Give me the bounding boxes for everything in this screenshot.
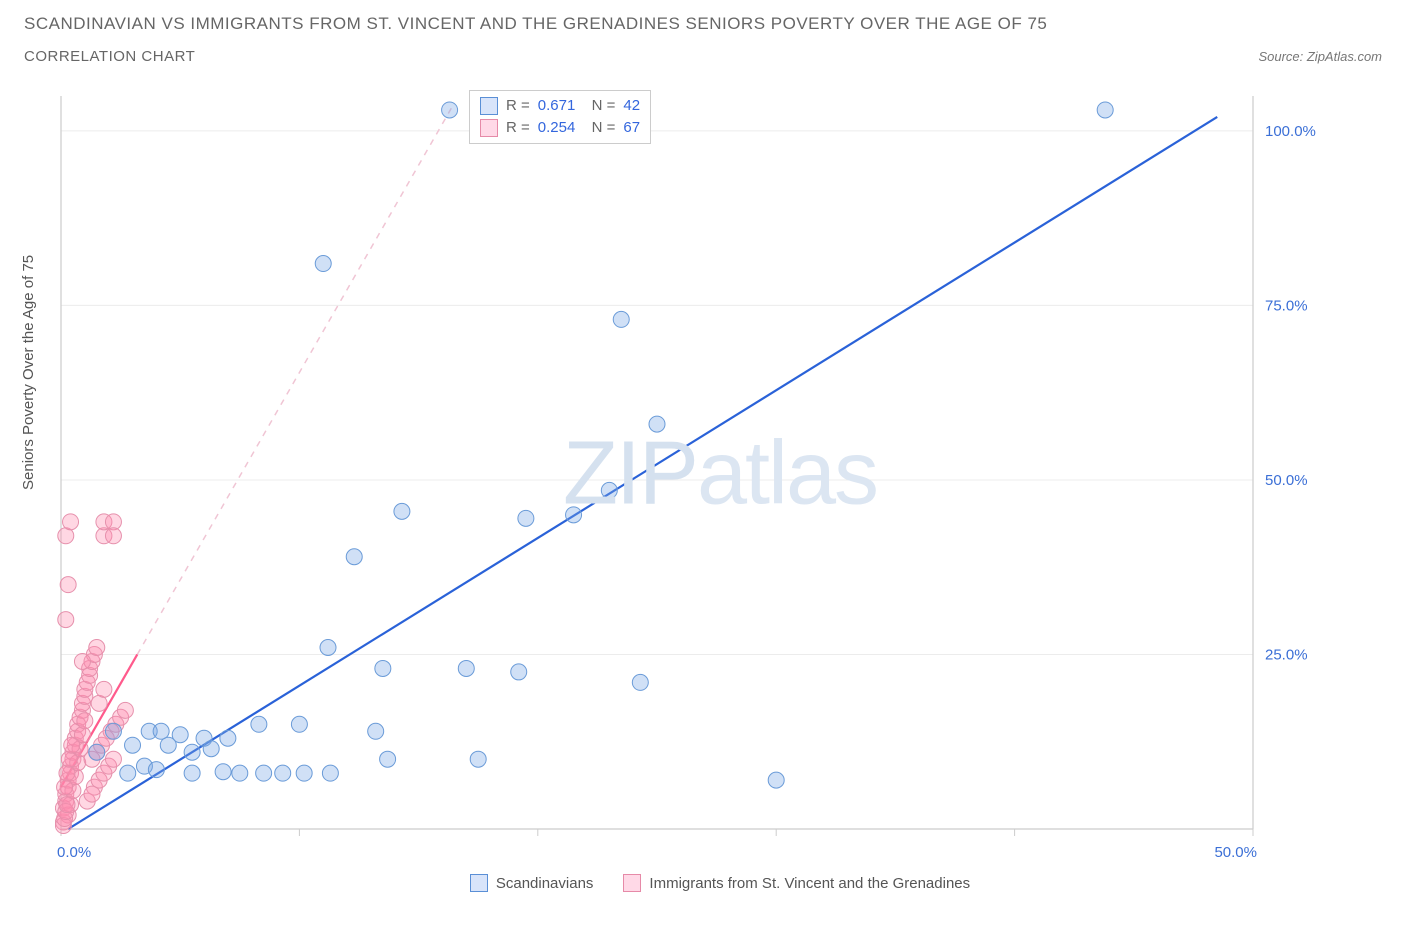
chart-container: SCANDINAVIAN VS IMMIGRANTS FROM ST. VINC… xyxy=(0,0,1406,930)
legend-swatch-blue-icon xyxy=(470,874,488,892)
pink-n-value: 67 xyxy=(623,117,640,139)
n-label-2: N = xyxy=(583,117,615,139)
header: SCANDINAVIAN VS IMMIGRANTS FROM ST. VINC… xyxy=(0,0,1406,65)
chart-area: Seniors Poverty Over the Age of 75 25.0%… xyxy=(55,90,1385,890)
swatch-blue-icon xyxy=(480,97,498,115)
n-label: N = xyxy=(583,95,615,117)
svg-text:25.0%: 25.0% xyxy=(1265,646,1308,663)
stats-row-blue: R = 0.671 N = 42 xyxy=(480,95,640,117)
chart-title: SCANDINAVIAN VS IMMIGRANTS FROM ST. VINC… xyxy=(24,14,1382,34)
stats-row-pink: R = 0.254 N = 67 xyxy=(480,117,640,139)
svg-text:50.0%: 50.0% xyxy=(1265,472,1308,489)
legend-item-pink: Immigrants from St. Vincent and the Gren… xyxy=(623,874,970,892)
legend-label-blue: Scandinavians xyxy=(496,875,594,892)
r-label-2: R = xyxy=(506,117,530,139)
svg-text:75.0%: 75.0% xyxy=(1265,297,1308,314)
legend-swatch-pink-icon xyxy=(623,874,641,892)
legend-item-blue: Scandinavians xyxy=(470,874,594,892)
blue-r-value: 0.671 xyxy=(538,95,576,117)
source-attribution: Source: ZipAtlas.com xyxy=(1258,49,1382,64)
svg-text:0.0%: 0.0% xyxy=(57,844,91,861)
y-axis-label: Seniors Poverty Over the Age of 75 xyxy=(20,255,37,490)
blue-n-value: 42 xyxy=(623,95,640,117)
r-label: R = xyxy=(506,95,530,117)
bottom-legend: Scandinavians Immigrants from St. Vincen… xyxy=(55,874,1385,892)
stats-legend-box: R = 0.671 N = 42 R = 0.254 N = 67 xyxy=(469,90,651,144)
svg-text:50.0%: 50.0% xyxy=(1214,844,1257,861)
chart-subtitle: CORRELATION CHART xyxy=(24,48,195,65)
scatter-plot: 25.0% 50.0% 75.0% 100.0% 0.0% 50.0% xyxy=(55,90,1323,865)
svg-text:100.0%: 100.0% xyxy=(1265,123,1316,140)
pink-r-value: 0.254 xyxy=(538,117,576,139)
subtitle-row: CORRELATION CHART Source: ZipAtlas.com xyxy=(24,48,1382,65)
legend-label-pink: Immigrants from St. Vincent and the Gren… xyxy=(649,875,970,892)
swatch-pink-icon xyxy=(480,119,498,137)
